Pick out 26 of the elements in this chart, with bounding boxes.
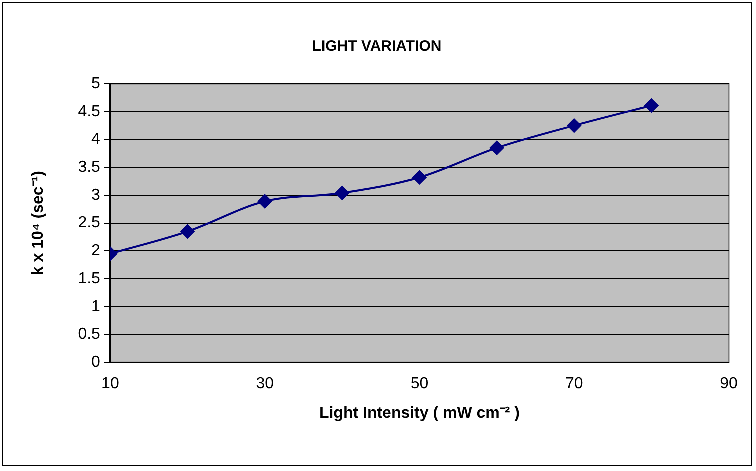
point <box>567 118 582 133</box>
point <box>644 98 659 113</box>
y-tick-label: 4 <box>92 131 101 148</box>
y-tick-label: 1 <box>92 298 101 316</box>
point <box>258 194 272 209</box>
y-tick-label: 0 <box>92 354 101 372</box>
x-axis-title: Light Intensity ( mW cm⁻² ) <box>319 404 520 422</box>
y-tick-label: 3.5 <box>78 158 101 176</box>
point <box>412 170 427 185</box>
x-tick-label: 10 <box>102 376 120 393</box>
y-axis-title: k x 10⁴ (sec⁻¹) <box>30 171 48 276</box>
y-tick-label: 4.5 <box>78 103 101 120</box>
y-tick-label: 3 <box>92 186 101 204</box>
y-tick-label: 2 <box>92 242 101 260</box>
y-tick-label: 1.5 <box>78 270 101 288</box>
y-tick-label: 5 <box>92 75 101 92</box>
chart-title: LIGHT VARIATION <box>312 38 442 56</box>
x-tick-label: 30 <box>256 376 274 393</box>
x-tick-label: 50 <box>410 376 429 393</box>
y-tick-label: 2.5 <box>78 214 101 232</box>
x-tick-label: 90 <box>720 376 738 393</box>
x-tick-label: 70 <box>565 376 584 393</box>
point <box>180 224 195 239</box>
y-tick-label: 0.5 <box>78 326 101 344</box>
point <box>490 141 504 156</box>
point <box>335 186 350 200</box>
